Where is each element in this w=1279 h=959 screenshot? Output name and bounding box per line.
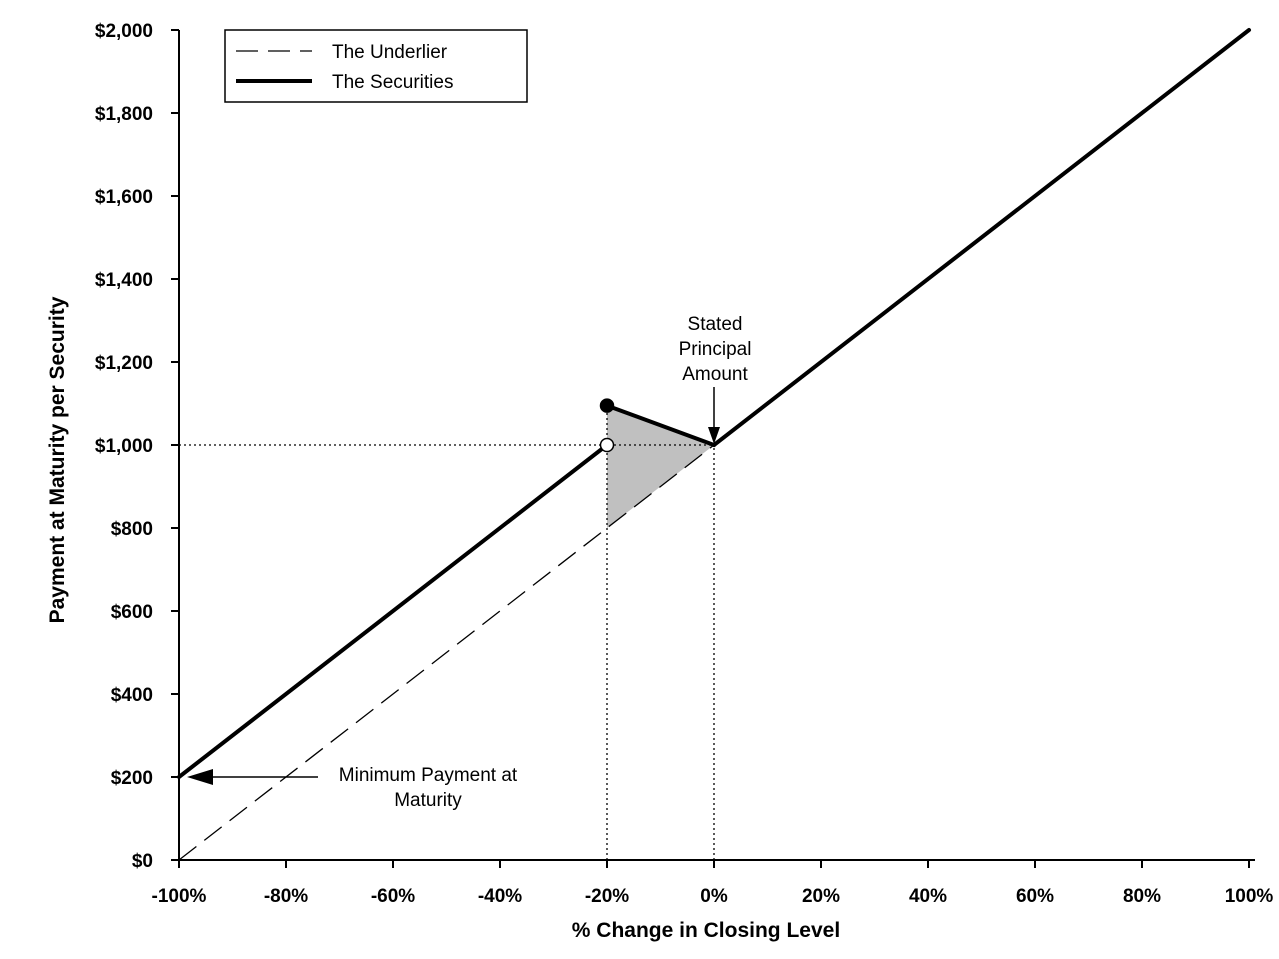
x-tick-label: -20%: [585, 886, 629, 907]
y-tick-label: $1,600: [95, 187, 153, 208]
y-tick-label: $0: [132, 851, 153, 872]
annotation-principal-text: Principal: [679, 339, 752, 360]
x-tick-label: -80%: [264, 886, 308, 907]
x-tick-label: 20%: [802, 886, 840, 907]
legend-label: The Securities: [332, 72, 453, 93]
y-tick-label: $400: [111, 685, 153, 706]
x-tick-label: -60%: [371, 886, 415, 907]
x-tick-label: -100%: [152, 886, 207, 907]
legend-label: The Underlier: [332, 42, 448, 63]
legend-box: [224, 29, 528, 103]
annotation-principal-text: Stated: [688, 314, 743, 335]
y-tick-label: $800: [111, 519, 153, 540]
y-tick-label: $1,000: [95, 436, 153, 457]
x-tick-label: 40%: [909, 886, 947, 907]
annotation-principal-text: Amount: [682, 364, 748, 385]
x-axis-title: % Change in Closing Level: [572, 919, 840, 942]
x-tick-label: 60%: [1016, 886, 1054, 907]
annotation-minimum-text: Maturity: [394, 790, 462, 811]
y-axis-title: Payment at Maturity per Security: [46, 296, 69, 623]
x-tick-label: -40%: [478, 886, 522, 907]
x-tick-label: 100%: [1225, 886, 1274, 907]
x-tick-label: 0%: [700, 886, 728, 907]
open-marker: [599, 437, 615, 453]
securities-line-segment-0: [177, 443, 609, 779]
y-tick-label: $1,400: [95, 270, 153, 291]
y-tick-label: $1,800: [95, 104, 153, 125]
y-tick-label: $600: [111, 602, 153, 623]
annotation-arrow-head: [708, 427, 720, 444]
y-tick-label: $1,200: [95, 353, 153, 374]
filled-marker: [599, 398, 615, 413]
annotation-arrow-head: [187, 769, 213, 785]
securities-line-segment-2: [712, 28, 1251, 447]
x-tick-label: 80%: [1123, 886, 1161, 907]
securities-line-segment-1: [605, 403, 716, 447]
annotation-minimum-text: Minimum Payment at: [339, 765, 518, 786]
y-tick-label: $200: [111, 768, 153, 789]
y-tick-label: $2,000: [95, 21, 153, 42]
